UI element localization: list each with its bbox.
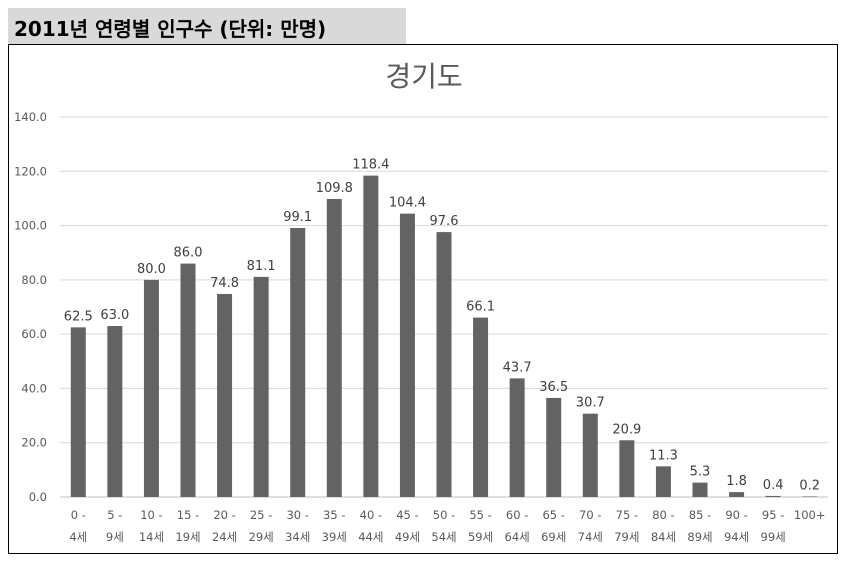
data-label: 104.4 xyxy=(389,196,426,211)
x-tick-label: 89세 xyxy=(687,530,712,544)
x-tick-label: 14세 xyxy=(139,530,164,544)
data-label: 99.1 xyxy=(283,210,312,225)
data-label: 5.3 xyxy=(690,465,711,480)
y-tick-label: 120.0 xyxy=(14,164,47,178)
x-tick-label: 95 - xyxy=(762,508,784,522)
x-tick-label: 4세 xyxy=(69,530,87,544)
x-tick-label: 39세 xyxy=(322,530,347,544)
y-tick-label: 140.0 xyxy=(14,110,47,124)
x-tick-label: 9세 xyxy=(106,530,124,544)
bar xyxy=(619,440,635,497)
data-label: 63.0 xyxy=(100,308,129,323)
y-tick-label: 60.0 xyxy=(21,327,47,341)
page-title: 2011년 연령별 인구수 (단위: 만명) xyxy=(14,17,327,41)
x-tick-label: 90 - xyxy=(725,508,747,522)
bar xyxy=(436,232,452,498)
x-tick-label: 60 - xyxy=(506,508,528,522)
bar xyxy=(473,317,489,497)
x-tick-label: 75 - xyxy=(616,508,638,522)
y-tick-label: 100.0 xyxy=(14,219,47,233)
x-tick-label: 40 - xyxy=(360,508,382,522)
data-label: 20.9 xyxy=(612,422,641,437)
x-tick-label: 54세 xyxy=(431,530,456,544)
bar xyxy=(729,492,745,497)
bar xyxy=(802,496,818,497)
x-tick-label: 50 - xyxy=(433,508,455,522)
data-label: 36.5 xyxy=(539,380,568,395)
x-tick-label: 79세 xyxy=(614,530,639,544)
data-label: 0.4 xyxy=(763,478,784,493)
data-label: 43.7 xyxy=(503,360,532,375)
bar xyxy=(326,198,342,497)
bar xyxy=(765,495,781,497)
x-tick-label: 19세 xyxy=(175,530,200,544)
x-tick-label: 10 - xyxy=(140,508,162,522)
x-tick-label: 5 - xyxy=(107,508,122,522)
x-tick-label: 84세 xyxy=(651,530,676,544)
bar xyxy=(143,279,159,497)
x-tick-label: 64세 xyxy=(505,530,530,544)
data-label: 80.0 xyxy=(137,262,166,277)
bar xyxy=(363,175,379,497)
x-tick-label: 30 - xyxy=(286,508,308,522)
x-tick-label: 65 - xyxy=(542,508,564,522)
x-tick-label: 15 - xyxy=(177,508,199,522)
bar xyxy=(399,213,415,497)
x-tick-label: 59세 xyxy=(468,530,493,544)
x-tick-label: 0 - xyxy=(71,508,86,522)
x-tick-label: 44세 xyxy=(358,530,383,544)
data-label: 1.8 xyxy=(726,474,747,489)
data-label: 118.4 xyxy=(352,158,389,173)
data-label: 62.5 xyxy=(64,309,93,324)
x-tick-label: 74세 xyxy=(578,530,603,544)
data-label: 11.3 xyxy=(649,448,678,463)
bar xyxy=(290,228,306,497)
bar xyxy=(217,293,233,497)
bar xyxy=(655,466,671,497)
x-tick-label: 99세 xyxy=(761,530,786,544)
x-tick-label: 70 - xyxy=(579,508,601,522)
bar xyxy=(107,326,123,497)
data-label: 74.8 xyxy=(210,276,239,291)
x-tick-label: 69세 xyxy=(541,530,566,544)
y-tick-label: 80.0 xyxy=(21,273,47,287)
y-tick-label: 0.0 xyxy=(29,490,47,504)
x-tick-label: 55 - xyxy=(469,508,491,522)
bar xyxy=(546,397,562,497)
x-tick-label: 94세 xyxy=(724,530,749,544)
header-bar: 2011년 연령별 인구수 (단위: 만명) xyxy=(8,8,406,44)
bar xyxy=(582,413,598,497)
data-label: 86.0 xyxy=(174,246,203,261)
x-tick-label: 49세 xyxy=(395,530,420,544)
bar xyxy=(692,482,708,497)
chart-title: 경기도 xyxy=(385,60,462,93)
y-tick-label: 20.0 xyxy=(21,436,47,450)
data-label: 97.6 xyxy=(430,214,459,229)
x-tick-label: 34세 xyxy=(285,530,310,544)
x-tick-label: 45 - xyxy=(396,508,418,522)
x-tick-label: 29세 xyxy=(249,530,274,544)
x-tick-label: 24세 xyxy=(212,530,237,544)
x-tick-label: 25 - xyxy=(250,508,272,522)
data-label: 81.1 xyxy=(247,259,276,274)
x-tick-label: 85 - xyxy=(689,508,711,522)
bar xyxy=(180,263,196,497)
data-label: 109.8 xyxy=(316,181,353,196)
bar xyxy=(253,276,269,497)
x-tick-label: 100+ xyxy=(794,508,826,522)
bar xyxy=(70,327,86,497)
bar xyxy=(509,378,525,497)
data-label: 66.1 xyxy=(466,300,495,315)
y-tick-label: 40.0 xyxy=(21,381,47,395)
x-tick-label: 20 - xyxy=(213,508,235,522)
x-tick-label: 80 - xyxy=(652,508,674,522)
data-label: 30.7 xyxy=(576,396,605,411)
x-tick-label: 35 - xyxy=(323,508,345,522)
data-label: 0.2 xyxy=(799,478,820,493)
